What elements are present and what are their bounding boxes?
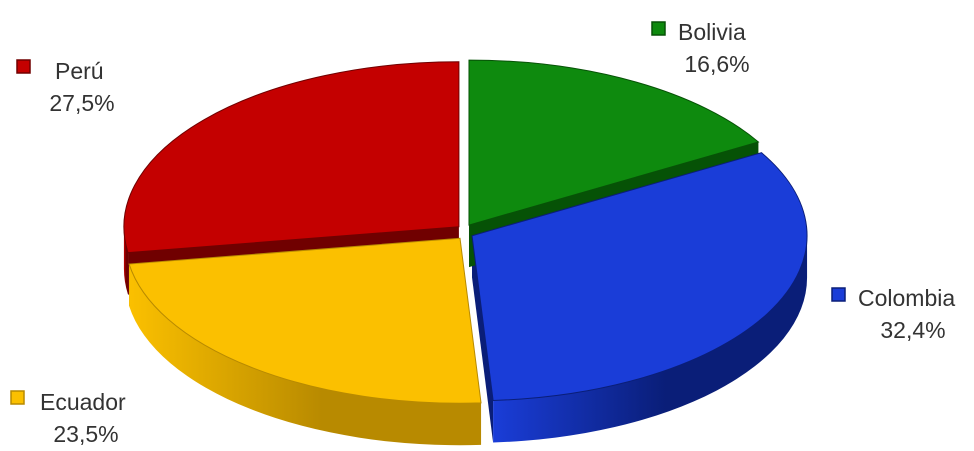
slice-value-ecuador: 23,5%	[53, 421, 118, 447]
pie-slice-bolivia	[468, 59, 760, 226]
pie-side-perú	[123, 226, 129, 295]
slice-value-bolivia: 16,6%	[684, 51, 749, 77]
legend-key-colombia	[831, 287, 846, 302]
slice-label-perú: Perú	[55, 58, 104, 84]
pie-side-colombia	[493, 235, 808, 443]
pie-wall-colombia	[472, 235, 494, 443]
slice-label-bolivia: Bolivia	[678, 19, 746, 45]
slice-label-ecuador: Ecuador	[40, 389, 126, 415]
legend-key-ecuador	[10, 390, 25, 405]
pie-tops	[123, 59, 808, 404]
pie-slice-colombia	[471, 152, 808, 401]
pie-slice-perú	[123, 61, 460, 254]
legend-key-bolivia	[651, 21, 666, 36]
slice-value-colombia: 32,4%	[880, 317, 945, 343]
legend-key-perú	[16, 59, 31, 74]
pie-labels: Bolivia 16,6% Colombia 32,4% Ecuador 23,5% Per…	[10, 19, 955, 447]
pie-slice-ecuador	[128, 237, 482, 404]
slice-value-perú: 27,5%	[49, 90, 114, 116]
slice-label-colombia: Colombia	[858, 285, 955, 311]
